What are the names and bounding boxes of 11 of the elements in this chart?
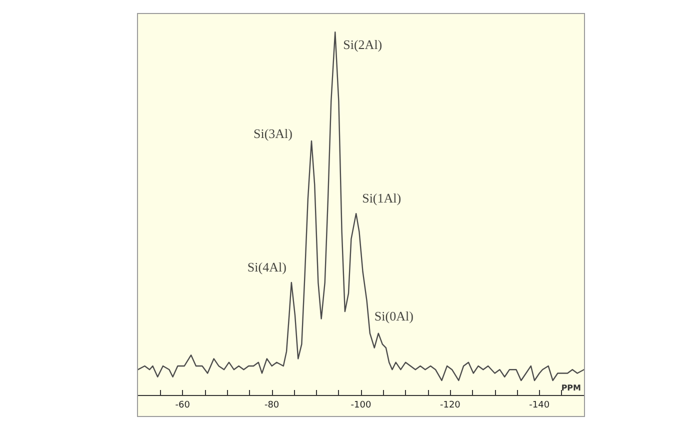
x-axis-title: PPM [561, 384, 582, 392]
annotation: Si(0Al) [374, 308, 414, 324]
x-tick-label: -60 [175, 400, 190, 410]
annotation: Si(1Al) [362, 190, 402, 206]
annotation: Si(4Al) [247, 260, 286, 275]
x-tick-label: -100 [350, 400, 372, 410]
annotation: Si(2Al) [343, 37, 382, 52]
annotation: Si(3Al) [253, 126, 292, 141]
x-tick-label: -80 [264, 400, 280, 410]
x-tick-label: -140 [529, 400, 550, 410]
x-tick-label: -120 [440, 400, 461, 410]
